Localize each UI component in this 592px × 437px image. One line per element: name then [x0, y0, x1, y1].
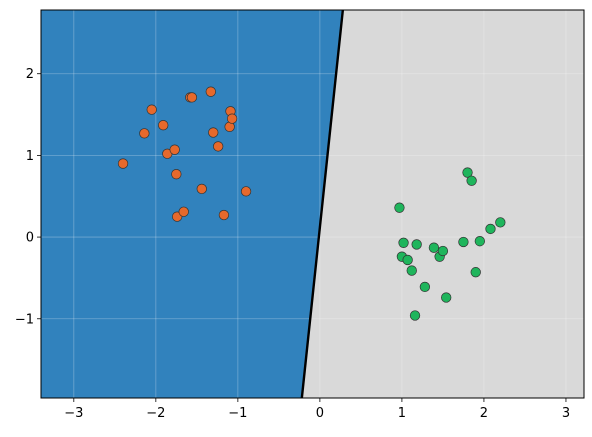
x-tick-label: −1	[228, 406, 247, 421]
data-point-class-1	[495, 217, 506, 228]
decision-regions	[41, 10, 584, 398]
data-point-class-1	[428, 242, 440, 253]
data-point-class-1	[441, 292, 452, 303]
data-point-class-0	[205, 86, 216, 97]
data-point-class-1	[458, 236, 469, 248]
region-right	[301, 10, 584, 398]
data-point-class-0	[158, 120, 169, 131]
data-point-class-0	[146, 104, 157, 115]
data-point-class-0	[139, 128, 150, 139]
region-left	[41, 10, 343, 398]
data-point-class-1	[394, 202, 405, 213]
data-point-class-1	[406, 265, 417, 276]
data-point-class-0	[208, 127, 219, 138]
data-point-class-1	[411, 239, 422, 250]
decision-boundary	[300, 10, 345, 398]
data-point-class-1	[402, 254, 413, 266]
data-point-class-0	[117, 158, 129, 169]
x-tick-label: 3	[562, 406, 570, 421]
data-point-class-1	[485, 223, 496, 235]
x-tick-label: −3	[64, 406, 83, 421]
data-point-class-1	[470, 267, 481, 278]
data-point-class-1	[419, 281, 431, 293]
decision-boundary-line	[300, 10, 345, 398]
y-tick-label: 1	[26, 149, 34, 164]
y-axis-ticks: −1 0 1 2	[15, 67, 41, 327]
data-point-class-0	[169, 144, 180, 155]
data-point-class-1	[474, 236, 485, 247]
plot-frame	[40, 9, 585, 399]
x-tick-label: −2	[146, 406, 165, 421]
data-point-class-0	[196, 183, 207, 195]
y-tick-label: 2	[26, 67, 34, 82]
data-point-class-0	[226, 113, 238, 124]
data-point-class-1	[466, 175, 477, 186]
data-point-class-0	[178, 206, 189, 217]
data-point-class-1	[409, 310, 421, 321]
data-point-class-1	[462, 167, 473, 178]
data-point-class-0	[186, 92, 198, 103]
data-point-class-0	[171, 169, 182, 180]
x-axis-ticks: −3 −2 −1 0 1 2 3	[64, 398, 570, 421]
data-point-class-0	[218, 209, 230, 221]
data-point-class-0	[213, 141, 224, 152]
y-tick-label: 0	[26, 231, 34, 246]
x-tick-label: 1	[398, 406, 406, 421]
data-point-class-1	[398, 237, 409, 248]
x-tick-label: 2	[480, 406, 488, 421]
data-points	[117, 86, 506, 321]
data-point-class-0	[240, 186, 252, 197]
data-point-class-1	[437, 245, 449, 257]
y-tick-label: −1	[15, 312, 34, 327]
x-tick-label: 0	[316, 406, 324, 421]
